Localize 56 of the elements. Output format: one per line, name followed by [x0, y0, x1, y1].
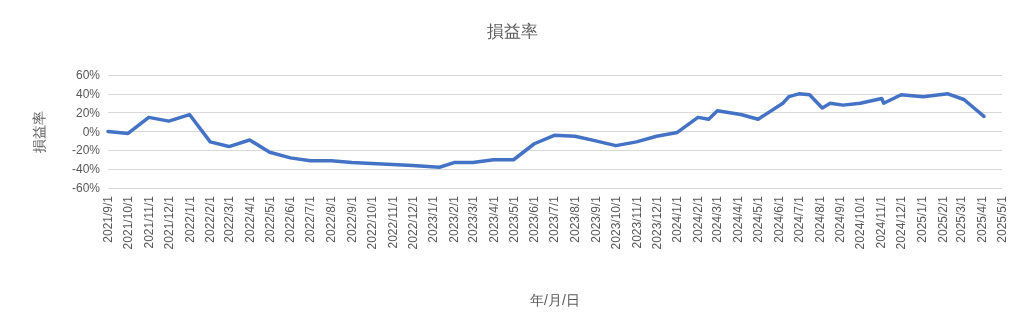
x-tick-label: 2024/5/1: [751, 195, 766, 243]
x-tick-label: 2025/1/1: [914, 195, 929, 243]
x-tick-label: 2022/7/1: [303, 195, 318, 243]
x-tick-label: 2024/9/1: [833, 195, 848, 243]
x-tick-label: 2023/1/1: [426, 195, 441, 243]
x-tick-label: 2022/6/1: [283, 195, 298, 243]
x-tick-label: 2025/3/1: [954, 195, 969, 243]
x-tick-label: 2024/10/1: [853, 195, 868, 250]
x-tick-label: 2023/2/1: [447, 195, 462, 243]
x-tick-label: 2021/9/1: [101, 195, 115, 243]
y-tick-label: -60%: [71, 181, 101, 195]
x-tick-label: 2024/7/1: [791, 195, 806, 243]
x-tick-label: 2022/1/1: [182, 195, 197, 243]
x-tick-label: 2021/10/1: [121, 195, 136, 250]
line-series: [106, 92, 986, 170]
x-tick-label: 2023/11/1: [629, 195, 644, 249]
x-tick-label: 2025/4/1: [974, 195, 989, 243]
x-tick-label: 2022/3/1: [221, 195, 236, 243]
x-tick-label: 2023/4/1: [486, 195, 501, 243]
y-tick-label: 20%: [75, 105, 101, 120]
x-tick-label: 2023/8/1: [568, 195, 583, 243]
x-tick-label: 2023/5/1: [506, 195, 521, 243]
x-tick-label: 2025/5/1: [995, 195, 1009, 243]
x-tick-label: 2023/3/1: [465, 195, 480, 243]
x-tick-label: 2024/1/1: [670, 195, 685, 243]
x-tick-label: 2022/11/1: [385, 195, 400, 249]
x-tick-label: 2025/2/1: [935, 195, 950, 243]
x-tick-label: 2023/6/1: [527, 195, 542, 243]
x-axis-title: 年/月/日: [530, 292, 580, 308]
chart-title: 損益率: [486, 22, 538, 41]
x-tick-label: 2024/6/1: [771, 195, 786, 243]
x-tick-label: 2024/4/1: [731, 195, 746, 243]
x-tick-label: 2024/11/1: [874, 195, 889, 249]
x-tick-label: 2023/7/1: [547, 195, 562, 243]
x-tick-label: 2022/12/1: [405, 195, 420, 250]
x-tick-label: 2023/12/1: [649, 195, 664, 250]
x-tick-label: 2021/12/1: [161, 195, 176, 250]
x-tick-label: 2022/2/1: [203, 195, 218, 243]
x-tick-label: 2021/11/1: [141, 195, 156, 249]
x-tick-label: 2022/9/1: [344, 195, 359, 243]
x-tick-label: 2023/9/1: [588, 195, 603, 243]
x-tick-label: 2024/3/1: [710, 195, 725, 243]
x-tick-label: 2022/4/1: [242, 195, 257, 243]
x-tick-label: 2024/12/1: [894, 195, 909, 250]
y-tick-label: 40%: [75, 86, 101, 101]
y-tick-label: 60%: [75, 68, 101, 82]
x-tick-label: 2022/8/1: [324, 195, 339, 243]
y-tick-label: 0%: [82, 124, 101, 139]
x-tick-label: 2024/2/1: [690, 195, 705, 243]
y-tick-label: -40%: [71, 162, 101, 177]
y-tick-label: -20%: [71, 143, 101, 158]
x-tick-label: 2024/8/1: [812, 195, 827, 243]
x-tick-label: 2023/10/1: [608, 195, 623, 250]
x-tick-label: 2022/10/1: [364, 195, 379, 250]
x-tick-label: 2022/5/1: [262, 195, 277, 243]
y-axis-title: 損益率: [31, 110, 47, 153]
